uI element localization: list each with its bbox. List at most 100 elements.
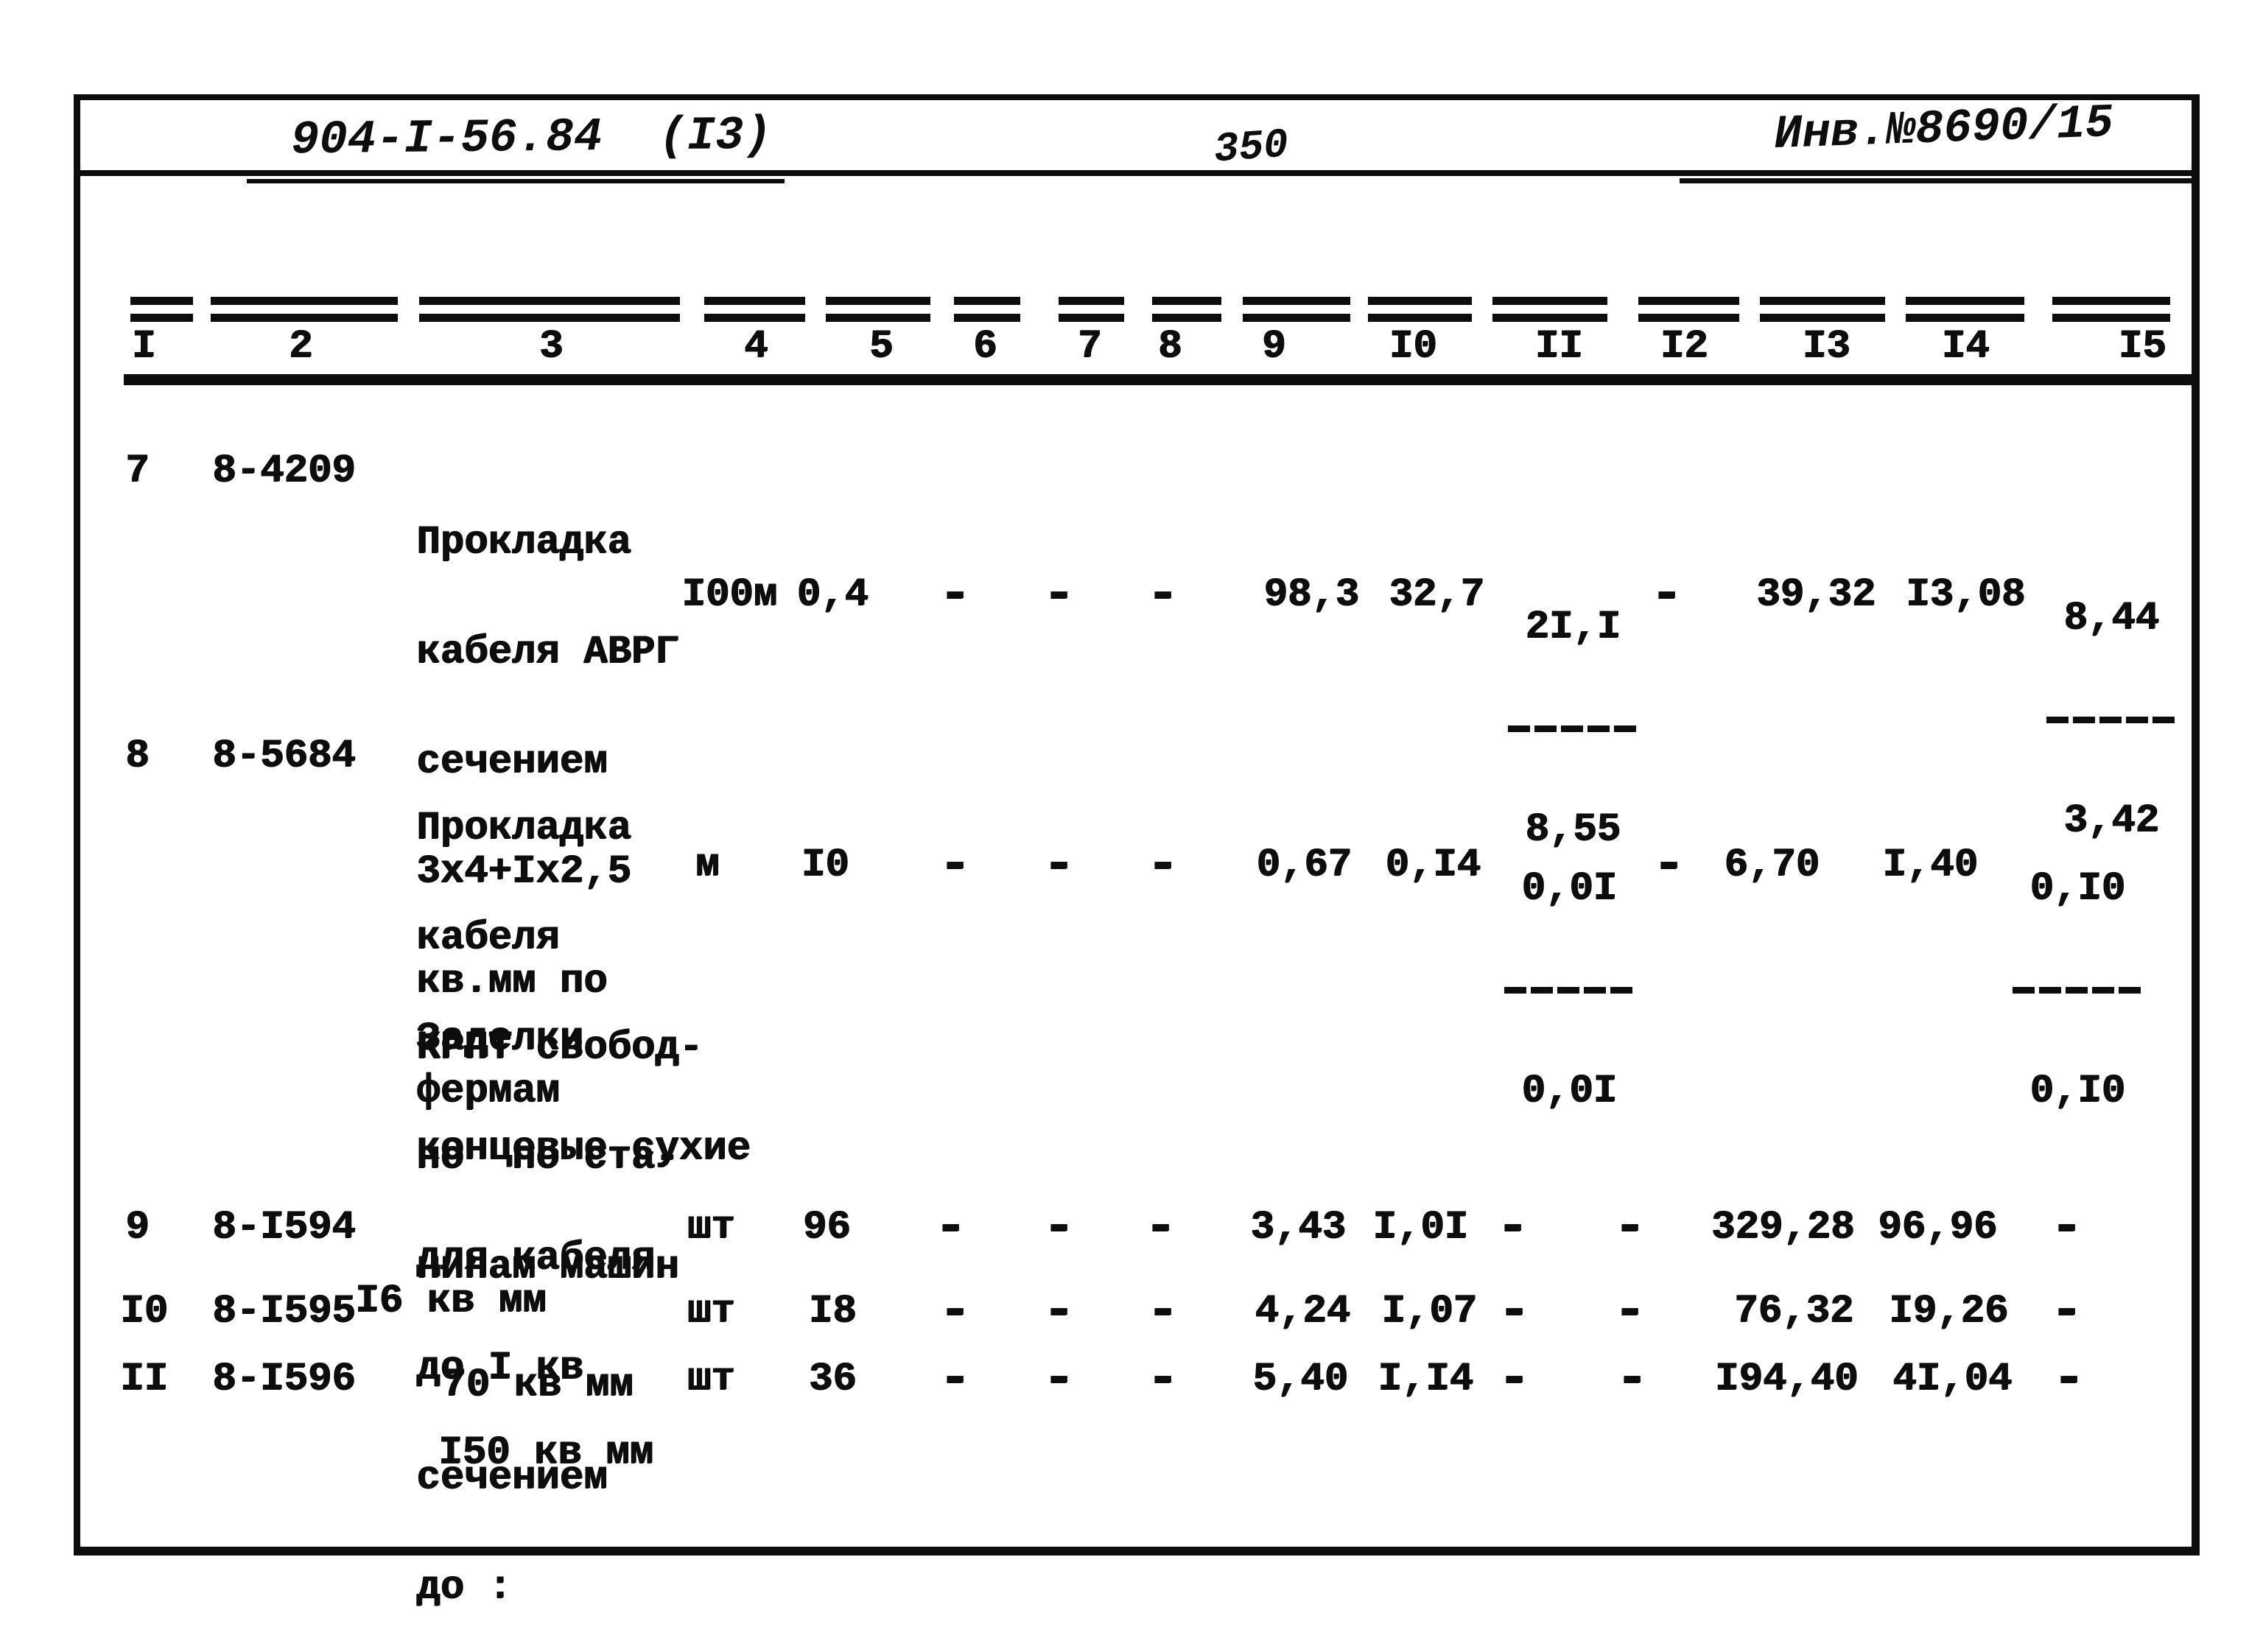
ruler-segment [954, 297, 1020, 322]
column-number-5: 5 [869, 324, 894, 369]
cell-col7: - [1042, 834, 1076, 896]
cell-col9: 98,3 [1263, 572, 1359, 617]
cell-description: I50 кв мм [438, 1361, 653, 1544]
ruler-segment [1906, 297, 2024, 322]
cell-col12: - [1615, 1349, 1649, 1410]
cell-col12: - [1613, 1281, 1646, 1343]
cell-description: Прокладка кабеля АВРГ сечением 3х4+Iх2,5… [416, 451, 678, 1183]
description-line: сечением [416, 1455, 608, 1500]
column-number-7: 7 [1077, 324, 1102, 369]
column-number-6: 6 [972, 324, 997, 369]
fraction-numerator: 2I,I [1525, 605, 1621, 650]
fraction-bar [1508, 725, 1638, 732]
ruler-segment [704, 297, 805, 322]
cell-col9: 0,67 [1256, 843, 1352, 887]
description-line: КРПТ свобод- [416, 1025, 703, 1070]
doc-number-underline [247, 179, 785, 183]
fraction-bar [1504, 987, 1634, 994]
cell-description: Заделки концевые сухие для кабеля до I к… [416, 947, 751, 1652]
cell-col10: 0,I4 [1385, 843, 1481, 887]
cell-col14: I,40 [1882, 843, 1978, 887]
doc-number: 904-I-56.84 (I3) [290, 109, 773, 168]
cell-row-number: 9 [125, 1205, 150, 1250]
cell-col15: - [2052, 1349, 2085, 1410]
fraction-denominator: 0,I0 [2029, 1069, 2125, 1114]
cell-qty: I0 [801, 843, 849, 887]
cell-code: 8-I594 [212, 1205, 356, 1250]
column-number-4: 4 [743, 324, 768, 369]
cell-col6: - [933, 1197, 967, 1259]
cell-qty: 0,4 [796, 572, 869, 617]
cell-row-number: I0 [120, 1289, 168, 1334]
cell-col7: - [1042, 1197, 1076, 1259]
column-number-1: I [131, 324, 156, 369]
cell-col10: I,I4 [1378, 1357, 1473, 1402]
description-line: Заделки [416, 1016, 583, 1061]
fraction-denominator: 8,55 [1525, 807, 1621, 852]
cell-col14: 4I,04 [1892, 1357, 2013, 1402]
description-line: 3х4+Iх2,5 [416, 849, 631, 894]
ruler-segment [419, 297, 680, 322]
cell-description: Прокладка кабеля КРПТ свобод- но по ста-… [416, 737, 703, 1359]
cell-col11: - [1497, 1281, 1531, 1343]
cell-col13: 6,70 [1724, 843, 1820, 887]
cell-col8: - [1145, 1349, 1179, 1410]
description-line: концевые сухие [416, 1126, 751, 1171]
cell-col10: I,0I [1372, 1205, 1468, 1250]
cell-unit: шт [687, 1289, 735, 1334]
cell-col8: - [1143, 1197, 1177, 1259]
cell-row-number: 7 [125, 449, 150, 493]
description-line: до I кв [416, 1346, 583, 1391]
cell-col12: - [1649, 564, 1683, 626]
cell-col7: - [1042, 1349, 1076, 1410]
header-rule [74, 170, 2200, 176]
cell-col15: - [2049, 1281, 2083, 1343]
cell-col14: 96,96 [1877, 1205, 1998, 1250]
description-line: фермам [416, 1069, 560, 1114]
cell-col11-fraction: 0,0I 0,0I [1497, 797, 1641, 1184]
cell-description: I6 кв мм [355, 1209, 546, 1393]
cell-col13: 39,32 [1755, 572, 1876, 617]
cell-qty: 36 [808, 1357, 857, 1402]
cell-col8: - [1145, 564, 1179, 626]
description-line: Прокладка [416, 806, 631, 851]
cell-row-number: 8 [125, 734, 150, 778]
ruler-segment [1638, 297, 1739, 322]
header-rule-right-doubling [1680, 178, 2200, 183]
ruler-segment [1492, 297, 1607, 322]
column-number-11: II [1534, 324, 1583, 369]
ruler-segment [1368, 297, 1472, 322]
description-line: кабеля [416, 915, 560, 960]
cell-unit: шт [687, 1205, 735, 1250]
column-number-9: 9 [1261, 324, 1286, 369]
description-line: сечением [416, 739, 608, 784]
cell-col11: - [1497, 1349, 1531, 1410]
cell-col14: I9,26 [1888, 1289, 2009, 1334]
cell-code: 8-4209 [212, 449, 356, 493]
cell-col6: - [938, 1349, 972, 1410]
description-line: 70 кв мм [442, 1363, 634, 1407]
cell-unit: шт [687, 1357, 735, 1402]
cell-col8: - [1145, 1281, 1179, 1343]
cell-col11: - [1495, 1197, 1529, 1259]
cell-col10: I,07 [1381, 1289, 1477, 1334]
cell-col7: - [1042, 564, 1076, 626]
cell-col13: I94,40 [1714, 1357, 1859, 1402]
cell-col14: I3,08 [1905, 572, 2026, 617]
ruler-segment [130, 297, 193, 322]
cell-col6: - [938, 1281, 972, 1343]
fraction-denominator: 0,0I [1521, 1069, 1617, 1114]
page-border-frame [74, 94, 2200, 1556]
cell-col13: 76,32 [1733, 1289, 1854, 1334]
ruler-segment [1243, 297, 1350, 322]
cell-col12: - [1613, 1197, 1646, 1259]
page-number: 350 [1212, 121, 1290, 174]
column-number-8: 8 [1157, 324, 1182, 369]
column-number-10: I0 [1389, 324, 1437, 369]
column-number-2: 2 [288, 324, 313, 369]
cell-description: 70 кв мм [442, 1293, 633, 1477]
ruler-segment [1152, 297, 1221, 322]
cell-code: 8-I596 [212, 1357, 356, 1402]
fraction-numerator: 8,44 [2063, 596, 2159, 641]
